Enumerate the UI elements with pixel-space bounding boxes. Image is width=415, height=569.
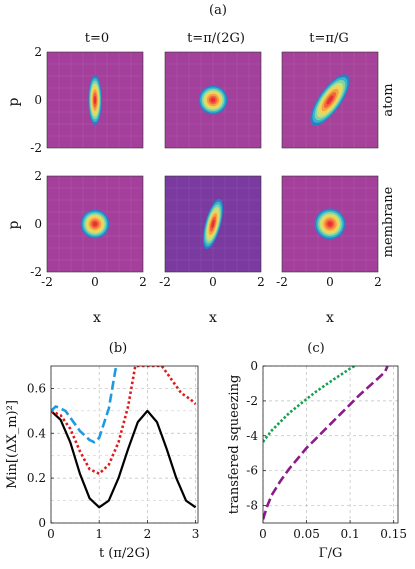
phase-xtick-label: -2 xyxy=(276,275,288,289)
xtick-label: 2 xyxy=(144,527,152,541)
ytick-label: 0 xyxy=(38,516,46,530)
series-line-2 xyxy=(51,366,118,444)
wigner-contour xyxy=(327,221,333,227)
phase-xtick-label: 2 xyxy=(374,275,382,289)
wigner-contour xyxy=(326,95,334,105)
panel-a-label: (a) xyxy=(209,3,227,18)
phase-xtick-label: 0 xyxy=(91,275,99,289)
phase-panel-frame xyxy=(46,175,144,273)
wigner-ellipse xyxy=(310,74,350,126)
phase-xtick-label: 0 xyxy=(326,275,334,289)
col-title-t-half: t=π/(2G) xyxy=(187,31,245,46)
phase-panel-frame xyxy=(164,175,262,273)
xlabel-x-2: x xyxy=(209,310,217,326)
xtick-label: 1 xyxy=(95,527,103,541)
wigner-ellipse xyxy=(198,85,228,115)
phase-panel-frame xyxy=(281,51,379,149)
plot-b: 0 1 2 3 0 0.2 0.4 0.6 t (π/2G) Min[(ΔX_m)²] xyxy=(5,365,200,561)
series-group xyxy=(263,366,389,520)
phase-panel-2 xyxy=(282,52,378,148)
phase-panel-4 xyxy=(165,176,261,272)
ytick-label: 0.2 xyxy=(27,471,46,485)
wigner-ellipse xyxy=(80,209,110,239)
wigner-ellipse xyxy=(314,208,346,240)
x-axis-label: t (π/2G) xyxy=(99,546,150,561)
phase-space-panels: -2 0 2 -2 0 2 -2 0 2 -2 0 2 -2 0 2 xyxy=(30,45,382,289)
row-label-atom: atom xyxy=(381,83,396,116)
phase-ytick-label: 0 xyxy=(34,217,42,231)
wigner-contour xyxy=(93,95,97,105)
phase-panel-3 xyxy=(47,176,143,272)
y-axis-label: transfered squeezing xyxy=(227,375,242,515)
phase-xtick-label: -2 xyxy=(159,275,171,289)
ytick-label: 0.6 xyxy=(27,381,46,395)
plot-frame xyxy=(262,365,399,524)
y-axis-label: Min[(ΔX_m)²] xyxy=(5,400,20,489)
phase-ytick-label: 2 xyxy=(34,45,42,59)
xtick-label: 0.15 xyxy=(380,527,407,541)
phase-panel-5 xyxy=(282,176,378,272)
phase-xtick-label: 2 xyxy=(257,275,265,289)
plot-frame xyxy=(50,365,199,524)
series-group xyxy=(51,366,197,509)
xlabel-x-1: x xyxy=(93,310,101,326)
phase-xtick-label: -2 xyxy=(41,275,53,289)
ytick-label: -6 xyxy=(246,464,258,478)
series-line-0 xyxy=(263,366,356,443)
series-line-1 xyxy=(51,366,197,476)
row-label-membrane: membrane xyxy=(381,186,396,257)
phase-panel-0 xyxy=(47,52,143,148)
phase-ytick-label: -2 xyxy=(30,265,42,279)
phase-panel-frame xyxy=(281,175,379,273)
xtick-label: 0.1 xyxy=(341,527,360,541)
xtick-label: 3 xyxy=(192,527,200,541)
plot-c: 0 0.05 0.1 0.15 0 -2 -4 -6 -8 Γ/G transfered squee… xyxy=(227,359,407,561)
ylabel-p-top: p xyxy=(6,97,22,106)
ytick-label: -2 xyxy=(246,394,258,408)
xtick-label: 0 xyxy=(47,527,55,541)
x-axis-label: Γ/G xyxy=(319,546,343,561)
wigner-contour xyxy=(211,219,215,229)
phase-panel-frame xyxy=(164,51,262,149)
phase-ytick-label: 2 xyxy=(34,169,42,183)
xtick-label: 0 xyxy=(259,527,267,541)
series-line-1 xyxy=(263,366,389,520)
phase-xtick-label: 2 xyxy=(139,275,147,289)
wigner-ellipse xyxy=(202,198,224,250)
phase-ytick-label: -2 xyxy=(30,141,42,155)
ytick-label: -4 xyxy=(246,429,258,443)
phase-panel-frame xyxy=(46,51,144,149)
ytick-label: -8 xyxy=(246,499,258,513)
phase-ytick-label: 0 xyxy=(34,93,42,107)
xlabel-x-3: x xyxy=(326,310,334,326)
col-title-t0: t=0 xyxy=(85,31,109,46)
wigner-contour xyxy=(210,97,216,103)
ytick-label: 0.4 xyxy=(27,426,46,440)
col-title-t-full: t=π/G xyxy=(309,31,348,46)
ytick-label: 0 xyxy=(250,359,258,373)
wigner-ellipse xyxy=(88,75,102,125)
ylabel-p-bottom: p xyxy=(6,220,22,229)
panel-c-label: (c) xyxy=(307,341,324,356)
phase-panel-1 xyxy=(165,52,261,148)
phase-xtick-label: 0 xyxy=(209,275,217,289)
wigner-contour xyxy=(92,221,98,227)
series-line-0 xyxy=(51,409,197,509)
xtick-label: 0.05 xyxy=(293,527,320,541)
panel-b-label: (b) xyxy=(109,341,127,356)
